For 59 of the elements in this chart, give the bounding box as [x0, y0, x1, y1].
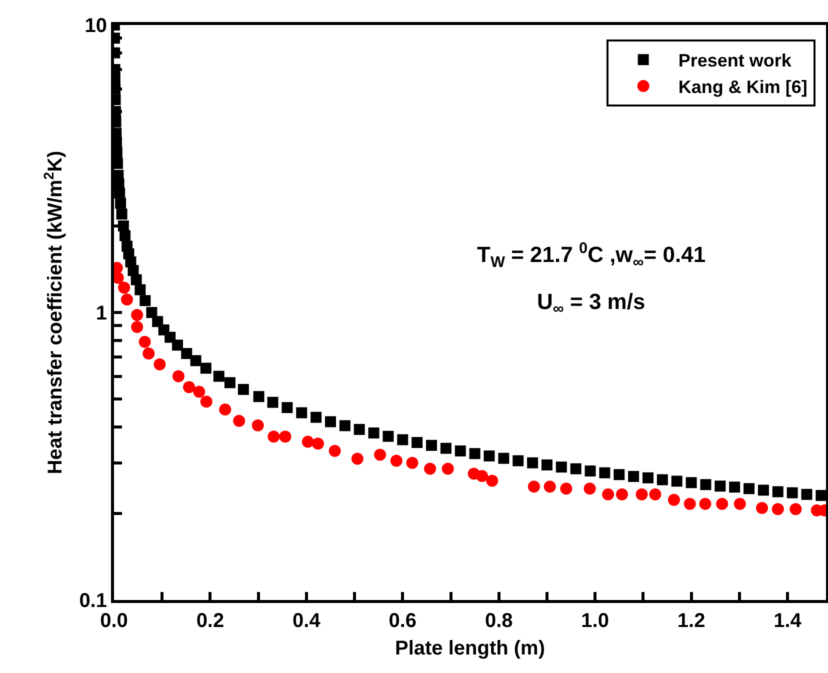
- point: [734, 498, 746, 510]
- point: [584, 482, 596, 495]
- point: [790, 503, 802, 516]
- point: [118, 282, 130, 294]
- point: [616, 488, 628, 500]
- x-tick-label: 0.6: [388, 610, 417, 632]
- point: [636, 488, 648, 500]
- point: [602, 488, 614, 500]
- point: [233, 414, 246, 427]
- point: [142, 348, 155, 360]
- point: [200, 396, 212, 408]
- point: [560, 482, 572, 495]
- annotation: U$_{∞}$ = 3 m/s: [537, 289, 646, 318]
- x-tick-label: 1.2: [677, 610, 706, 632]
- point: [649, 488, 662, 500]
- annotation: T$_{W}$ = 21.7 $^{0}$C ,w$_{∞}$= 0.41: [477, 240, 706, 271]
- x-tick-label: 0.0: [100, 610, 128, 632]
- point: [406, 456, 418, 469]
- x-tick-label: 0.2: [196, 610, 224, 632]
- point: [268, 430, 280, 443]
- point: [716, 498, 728, 510]
- point: [120, 293, 133, 306]
- point: [131, 309, 144, 322]
- point: [312, 438, 324, 450]
- point: [486, 474, 498, 487]
- point: [528, 480, 540, 493]
- point: [302, 436, 314, 448]
- x-tick-label: 1.4: [774, 610, 802, 632]
- legend-label: Present work: [678, 50, 792, 71]
- point: [154, 358, 166, 370]
- point: [424, 462, 436, 475]
- point: [351, 452, 364, 465]
- y-tick-label: 0.1: [79, 590, 107, 612]
- x-axis-title: Plate length (m): [394, 638, 546, 660]
- point: [476, 470, 488, 482]
- point: [252, 419, 264, 432]
- point: [772, 503, 784, 516]
- y-tick-label: 10: [84, 15, 107, 37]
- point: [668, 494, 680, 506]
- point: [756, 502, 768, 514]
- point: [374, 448, 386, 461]
- point: [279, 430, 292, 443]
- x-tick-label: 0.4: [292, 610, 322, 632]
- point: [219, 403, 232, 416]
- point: [390, 454, 402, 467]
- point: [684, 498, 696, 510]
- point: [544, 480, 556, 493]
- point: [193, 386, 206, 398]
- x-tick-label: 1.0: [581, 610, 609, 632]
- point: [131, 321, 144, 334]
- point: [328, 444, 341, 457]
- point: [138, 336, 151, 348]
- y-tick-label: 1: [96, 302, 107, 324]
- legend-label: Kang & Kim [6]: [678, 76, 808, 97]
- point: [699, 498, 712, 510]
- point: [183, 381, 196, 394]
- x-tick-label: 0.8: [484, 610, 513, 632]
- point: [172, 370, 184, 382]
- point: [442, 462, 454, 475]
